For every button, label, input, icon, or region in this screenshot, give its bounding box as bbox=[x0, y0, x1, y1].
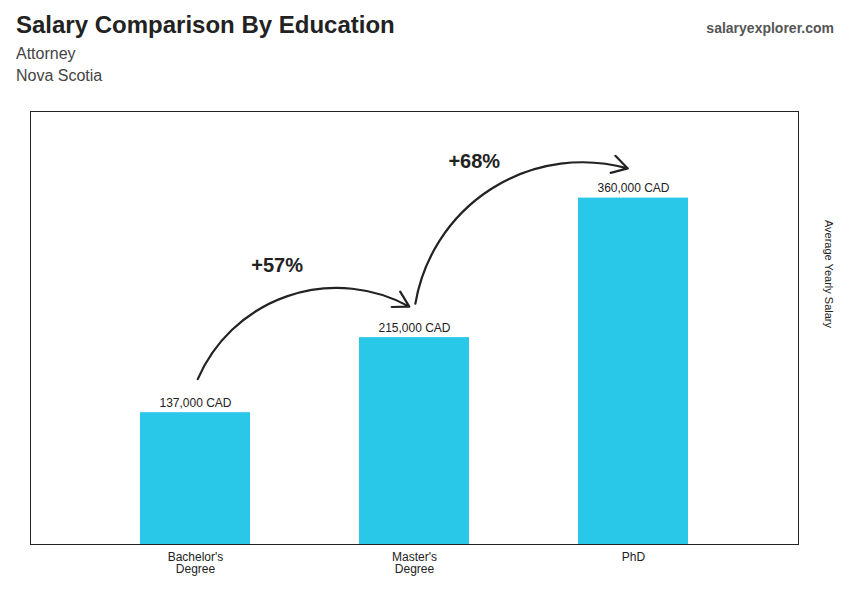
svg-text:360,000 CAD: 360,000 CAD bbox=[597, 181, 669, 195]
svg-text:+57%: +57% bbox=[251, 254, 303, 276]
svg-text:+68%: +68% bbox=[448, 150, 500, 172]
html-text:Nova Scotia: Nova Scotia bbox=[16, 67, 103, 84]
svg-text:Bachelor'sDegree: Bachelor'sDegree bbox=[168, 550, 224, 576]
svg-text:Master'sDegree: Master'sDegree bbox=[392, 550, 437, 576]
svg-text:PhD: PhD bbox=[622, 550, 646, 564]
svg-text:137,000 CAD: 137,000 CAD bbox=[159, 396, 231, 410]
html-text:salaryexplorer.com: salaryexplorer.com bbox=[706, 20, 834, 36]
html-text:Salary Comparison By Education: Salary Comparison By Education bbox=[16, 11, 395, 38]
svg-text:215,000 CAD: 215,000 CAD bbox=[378, 321, 450, 335]
svg-text:Average Yearly Salary: Average Yearly Salary bbox=[823, 220, 835, 329]
html-text:Attorney: Attorney bbox=[16, 45, 76, 62]
